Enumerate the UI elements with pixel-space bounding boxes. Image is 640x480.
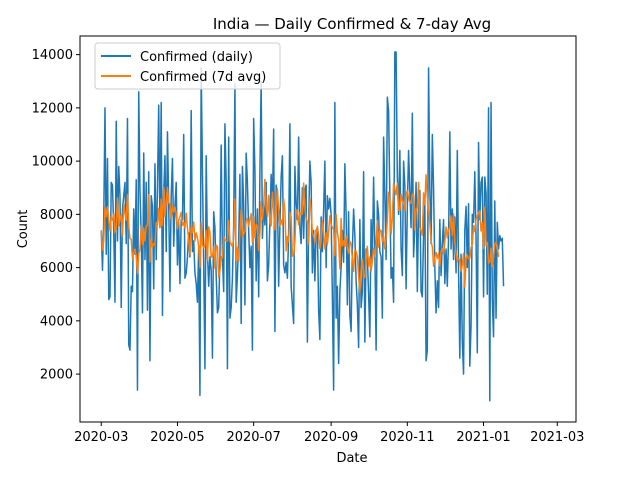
y-tick-label: 12000: [32, 101, 73, 116]
x-tick-label: 2020-07: [226, 430, 280, 445]
y-tick-label: 14000: [32, 48, 73, 63]
x-tick-label: 2020-05: [150, 430, 204, 445]
x-tick-label: 2020-11: [380, 430, 434, 445]
x-tick-label: 2021-01: [456, 430, 510, 445]
x-axis: 2020-03 2020-05 2020-07 2020-09 2020-11 2021-…: [74, 422, 584, 445]
x-tick-label: 2021-03: [530, 430, 584, 445]
y-tick-label: 8000: [40, 208, 73, 223]
chart-title: India — Daily Confirmed & 7-day Avg: [213, 15, 491, 33]
y-tick-label: 2000: [40, 368, 73, 383]
y-tick-label: 4000: [40, 314, 73, 329]
x-tick-label: 2020-03: [74, 430, 128, 445]
series-line-7d-avg: [100, 174, 500, 294]
x-tick-label: 2020-09: [304, 430, 358, 445]
legend-label-7d-avg: Confirmed (7d avg): [140, 70, 266, 85]
legend-label-daily: Confirmed (daily): [140, 50, 253, 65]
series-line-daily: [100, 51, 505, 402]
y-tick-label: 10000: [32, 155, 73, 170]
x-axis-label: Date: [336, 451, 367, 466]
series-layer: [100, 51, 505, 402]
y-tick-label: 6000: [40, 261, 73, 276]
legend-frame: [94, 42, 281, 90]
plot-frame: [79, 35, 577, 423]
y-axis-label: Count: [16, 210, 31, 249]
legend: Confirmed (daily) Confirmed (7d avg): [94, 42, 281, 90]
y-axis: 2000 4000 6000 8000 10000 12000 14000: [32, 48, 80, 383]
